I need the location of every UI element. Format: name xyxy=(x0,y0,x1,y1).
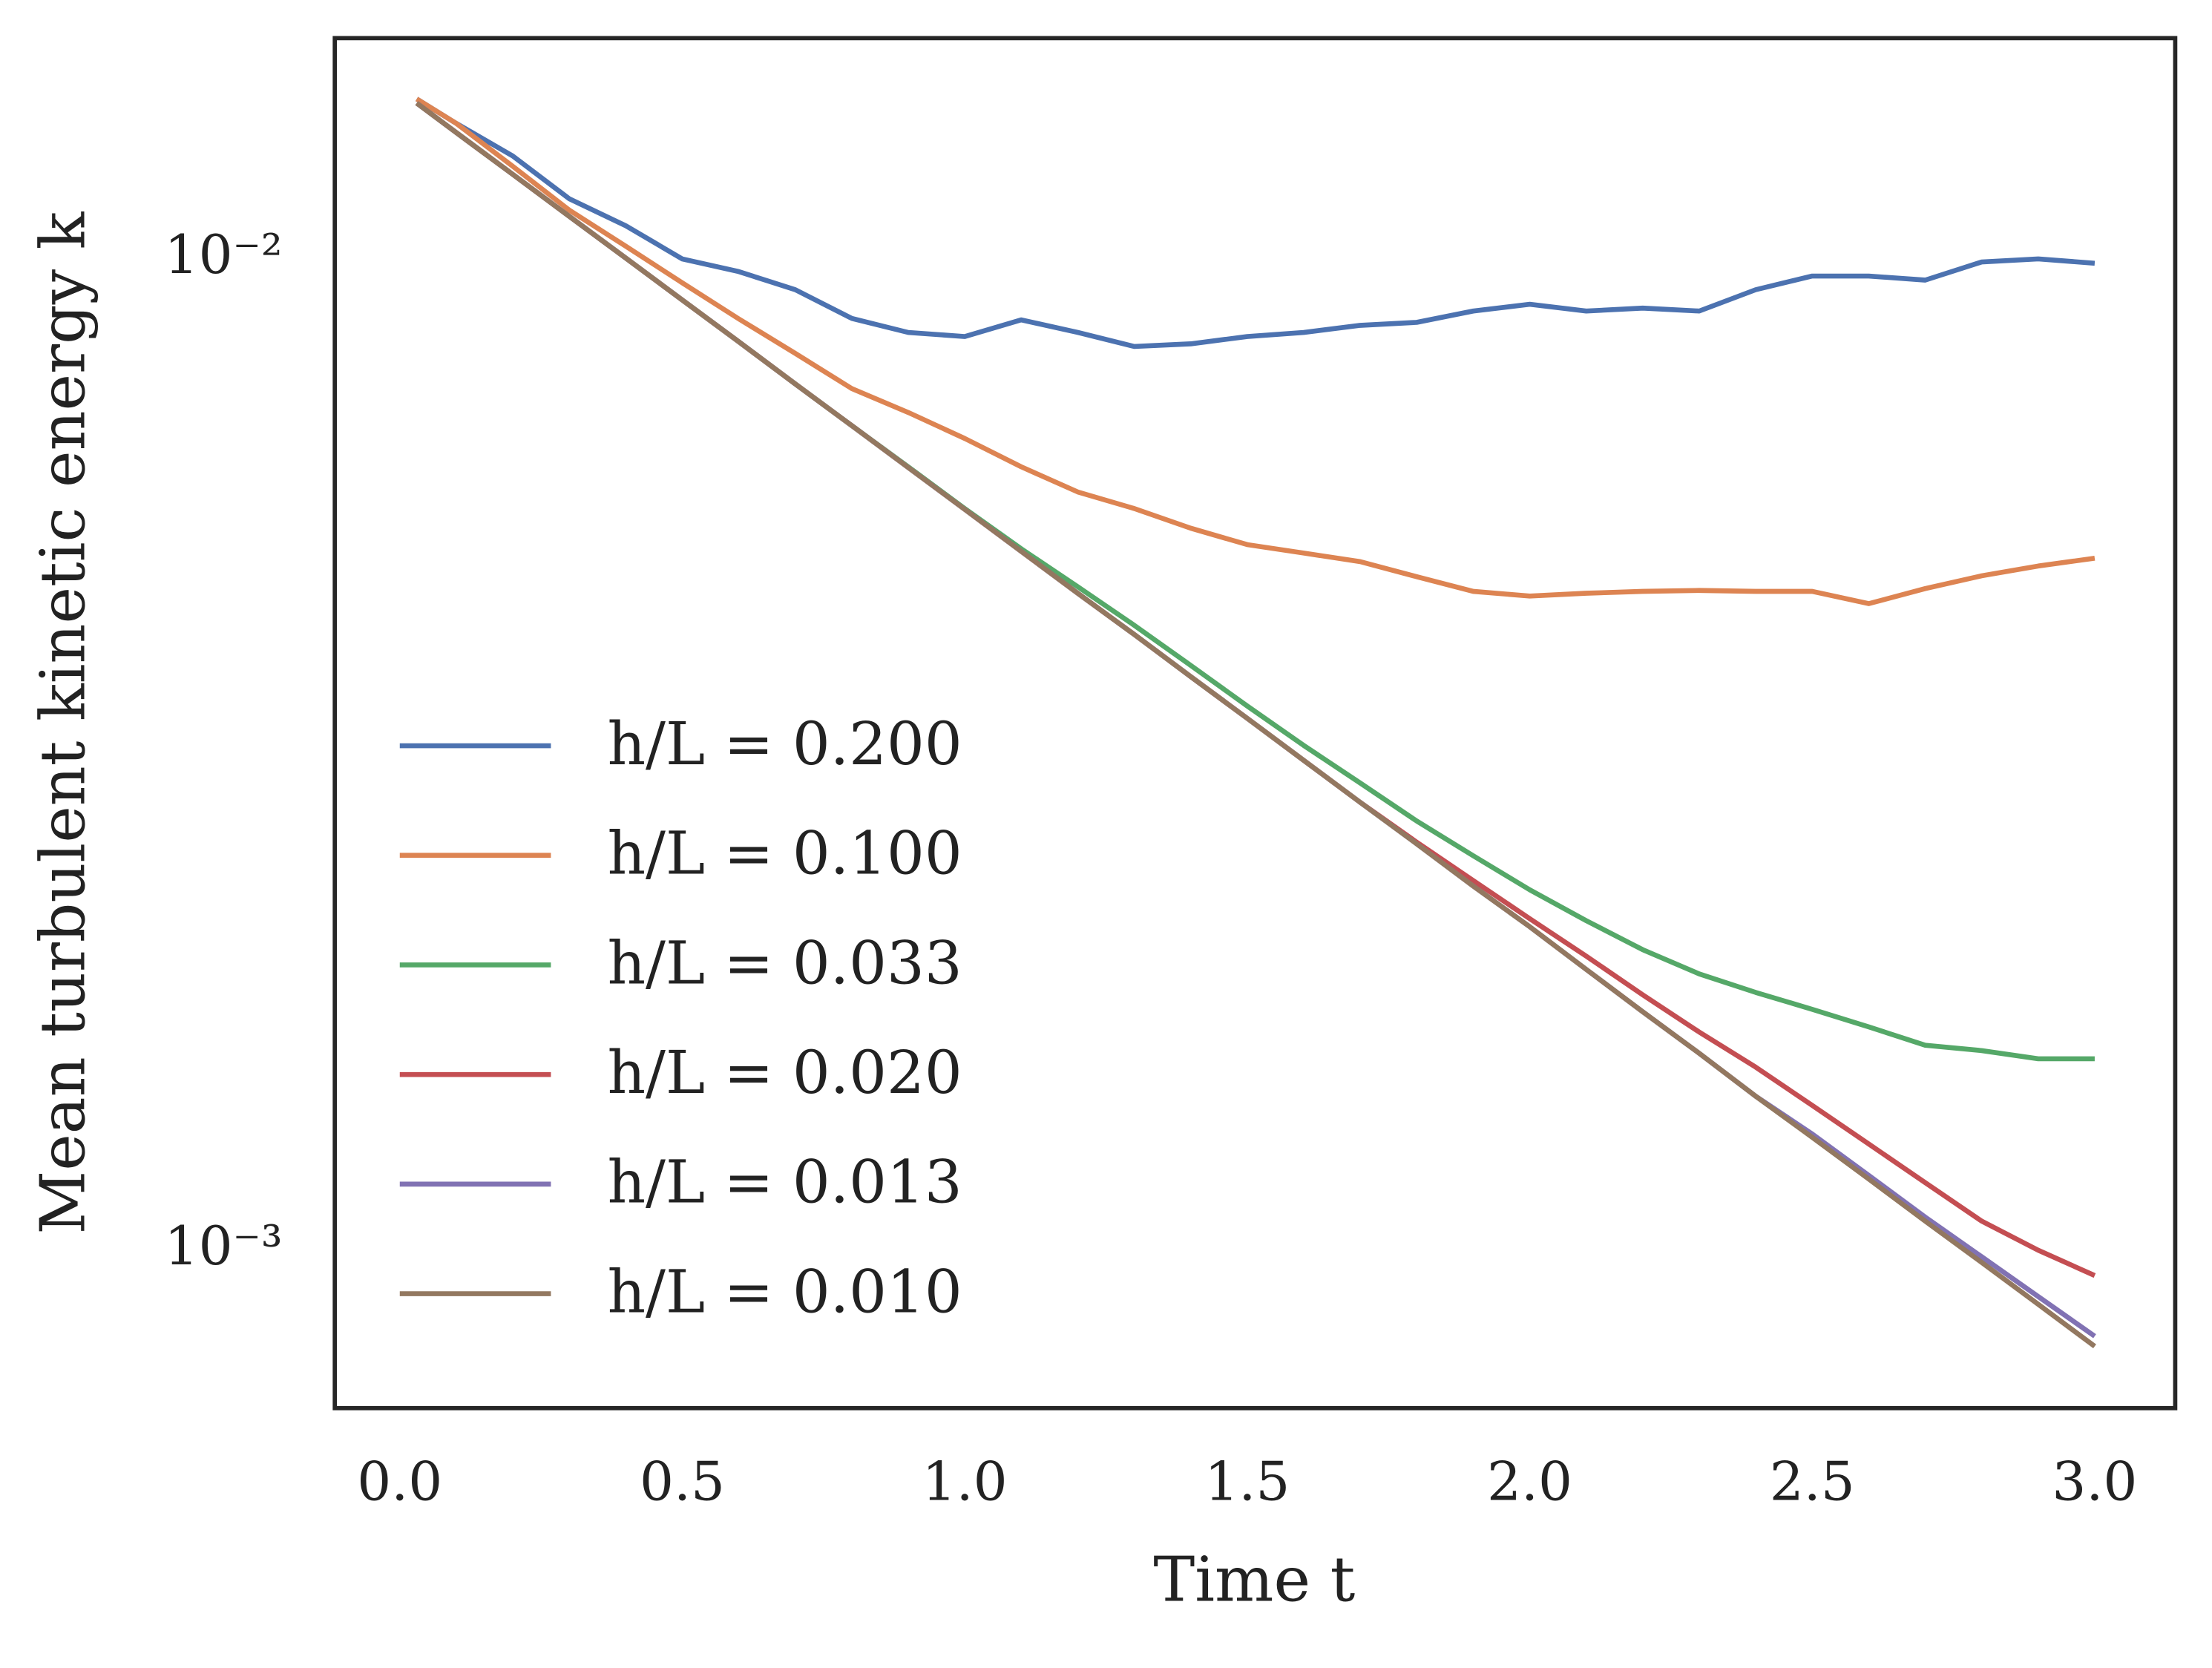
x-tick-label: 2.5 xyxy=(1770,1451,1855,1513)
plot-frame xyxy=(332,36,2178,1411)
series-line xyxy=(415,101,2096,1349)
x-tick-label: 0.5 xyxy=(640,1451,725,1513)
y-axis-label: Mean turbulent kinetic energy k xyxy=(26,211,99,1234)
legend-label: h/L = 0.033 xyxy=(608,928,962,997)
x-tick-label: 3.0 xyxy=(2052,1451,2137,1513)
legend-label: h/L = 0.013 xyxy=(608,1148,962,1217)
legend-label: h/L = 0.020 xyxy=(608,1038,962,1107)
series-line xyxy=(415,96,2096,606)
series-line xyxy=(415,96,2096,349)
x-tick-label: 1.0 xyxy=(922,1451,1008,1513)
x-tick-label: 0.0 xyxy=(357,1451,442,1513)
legend-label: h/L = 0.100 xyxy=(608,819,962,888)
x-tick-label: 2.0 xyxy=(1487,1451,1572,1513)
legend-label: h/L = 0.010 xyxy=(608,1257,962,1326)
y-tick-label: 10⁻² xyxy=(165,224,283,286)
x-tick-label: 1.5 xyxy=(1204,1451,1290,1513)
y-tick-label: 10⁻³ xyxy=(165,1215,283,1278)
x-axis-label: Time t xyxy=(1153,1543,1355,1616)
series-line xyxy=(415,101,2095,1062)
legend-label: h/L = 0.200 xyxy=(608,709,962,778)
